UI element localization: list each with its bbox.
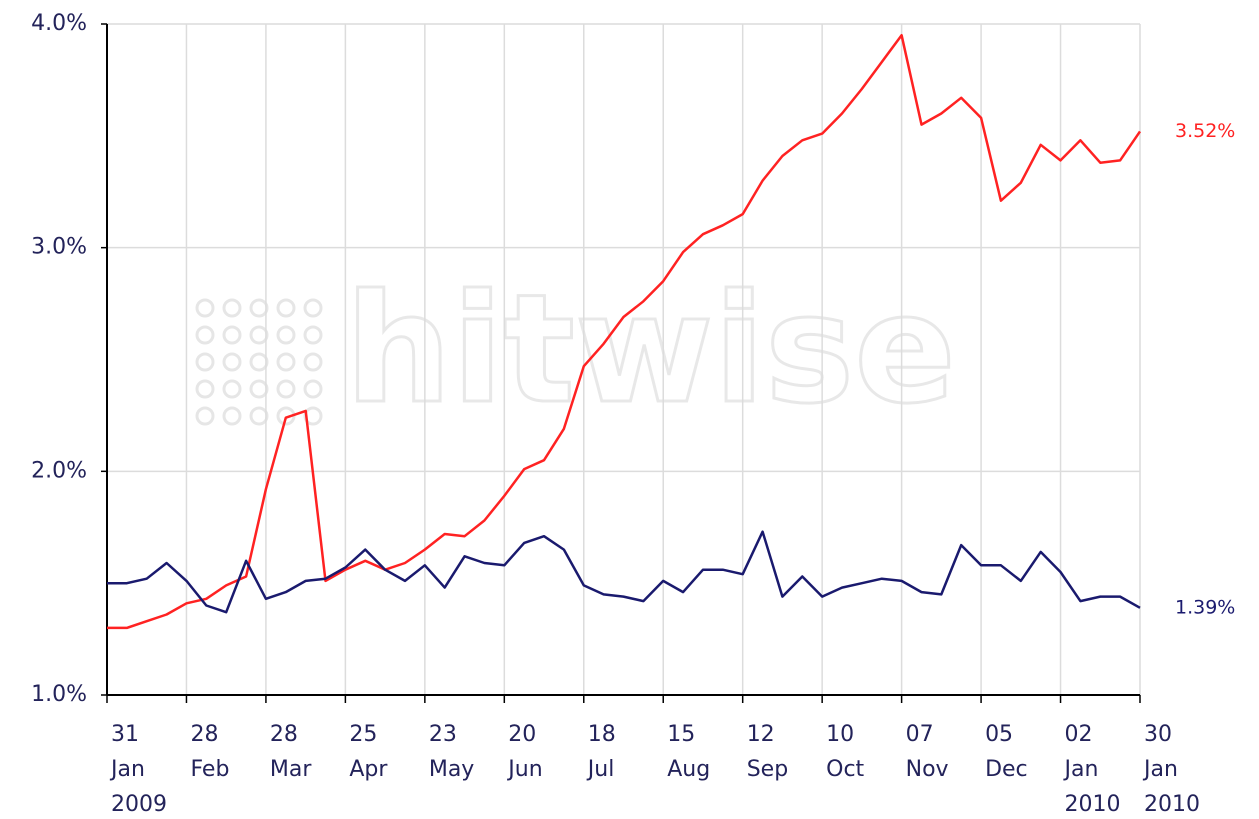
x-tick-label: 12 Sep <box>747 722 788 782</box>
x-tick-label: 05 Dec <box>985 722 1028 782</box>
y-tick-label: 4.0% <box>31 11 87 36</box>
y-tick-label: 3.0% <box>31 235 87 260</box>
x-tick-label: 28 Mar <box>270 722 312 782</box>
end-label: 3.52% <box>1175 120 1235 142</box>
x-tick-label: 20 Jun <box>506 722 542 782</box>
line-series <box>107 530 1141 614</box>
end-label: 1.39% <box>1175 596 1235 618</box>
x-tick-label: 23 May <box>429 722 474 782</box>
x-tick-label: 10 Oct <box>826 722 864 782</box>
y-tick-label: 1.0% <box>31 682 87 707</box>
x-tick-label: 02 Jan 2010 <box>1063 722 1121 817</box>
x-tick-label: 30 Jan 2010 <box>1142 722 1200 817</box>
x-tick-label: 15 Aug <box>667 722 710 782</box>
y-tick-label: 2.0% <box>31 458 87 483</box>
watermark: hitwise <box>345 263 956 437</box>
x-tick-label: 28 Feb <box>190 722 229 782</box>
x-tick-label: 07 Nov <box>906 722 949 782</box>
watermark-dots <box>195 298 323 426</box>
line-series <box>107 33 1142 630</box>
x-tick-label: 18 Jul <box>586 722 616 782</box>
x-tick-label: 25 Apr <box>349 722 388 782</box>
x-tick-label: 31 Jan 2009 <box>109 722 167 817</box>
